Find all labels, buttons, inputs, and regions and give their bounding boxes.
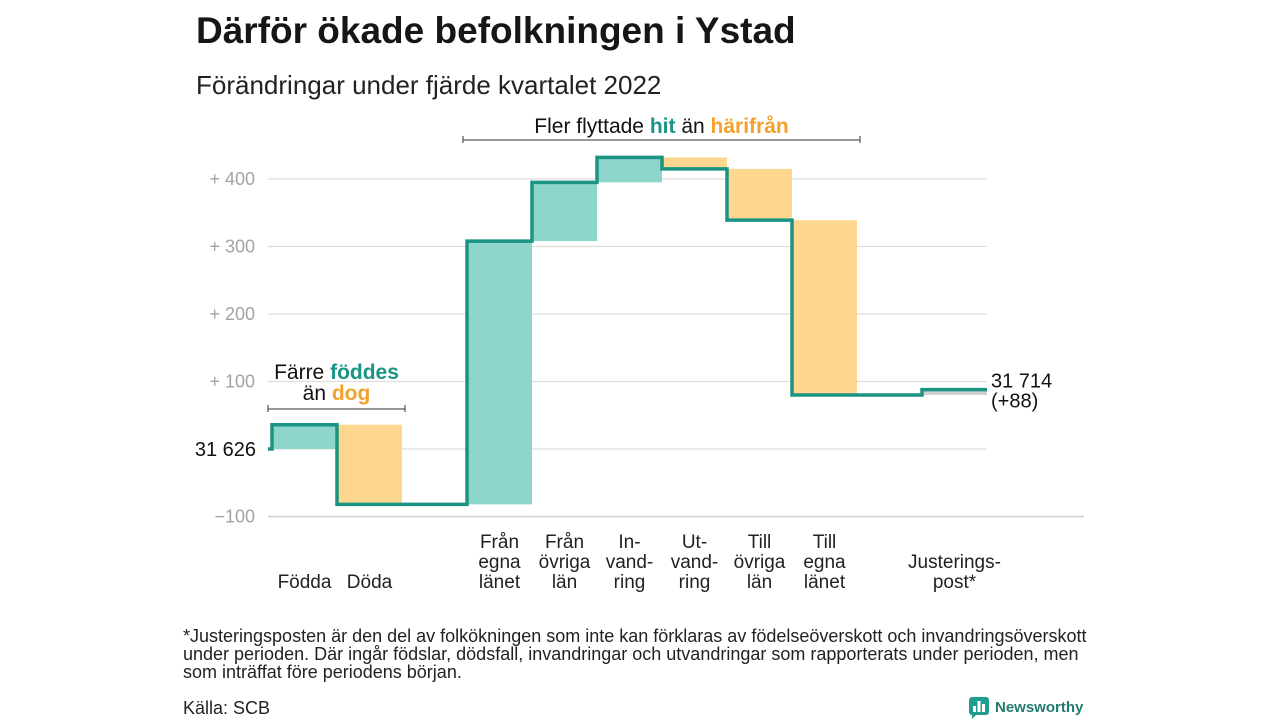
- category-label-line: Födda: [278, 572, 332, 593]
- annotation-text: Färre föddes: [274, 361, 399, 384]
- category-label-line: Justerings-: [908, 552, 1001, 573]
- annotation-part: Fler flyttade: [534, 115, 650, 138]
- category-label-line: vand-: [671, 552, 719, 573]
- brand-logo: Newsworthy: [969, 697, 1083, 719]
- end-change-label: (+88): [991, 391, 1038, 413]
- chart-subtitle: Förändringar under fjärde kvartalet 2022: [196, 70, 662, 100]
- waterfall-bar: [922, 389, 987, 395]
- category-label-line: länet: [804, 572, 846, 593]
- y-tick-label: + 200: [209, 304, 255, 324]
- category-label-line: Till: [748, 532, 772, 553]
- annotation-highlight: föddes: [330, 361, 399, 384]
- brand-name: Newsworthy: [995, 699, 1084, 716]
- category-label-line: Från: [545, 532, 584, 553]
- annotation-part: Färre: [274, 361, 330, 384]
- category-label-line: vand-: [606, 552, 654, 573]
- category-label: Döda: [347, 572, 393, 593]
- waterfall-bar: [597, 157, 662, 183]
- category-label-line: Ut-: [682, 532, 707, 553]
- waterfall-bar: [792, 220, 857, 395]
- source-label: Källa: SCB: [183, 698, 271, 718]
- category-label: Till egna länet: [803, 532, 846, 593]
- category-label: Från övriga län: [539, 532, 591, 593]
- annotation-part: än: [303, 382, 332, 405]
- waterfall-bar: [467, 241, 532, 505]
- category-label-line: Till: [813, 532, 837, 553]
- y-tick-label: + 300: [209, 237, 255, 257]
- annotation-text: än dog: [303, 382, 371, 405]
- category-label-line: övriga: [539, 552, 591, 573]
- category-label-line: länet: [479, 572, 521, 593]
- category-label: In-vand-ring: [606, 532, 654, 593]
- category-label: Födda: [278, 572, 332, 593]
- category-label: Justerings-post*: [908, 552, 1001, 593]
- category-label-line: egna: [803, 552, 846, 573]
- waterfall-bar: [727, 168, 792, 221]
- chart-title: Därför ökade befolkningen i Ystad: [196, 10, 796, 51]
- annotation-highlight: hit: [650, 115, 676, 138]
- category-label-line: län: [552, 572, 577, 593]
- end-value-label: 31 714: [991, 371, 1052, 393]
- category-label-line: län: [747, 572, 772, 593]
- annotation-highlight: härifrån: [711, 115, 789, 138]
- newsworthy-logo-icon: [969, 697, 989, 719]
- category-label: Från egna länet: [478, 532, 521, 593]
- category-label: Ut-vand-ring: [671, 532, 719, 593]
- footnote: *Justeringsposten är den del av folkökni…: [183, 626, 1087, 682]
- start-value-label: 31 626: [195, 439, 256, 461]
- category-label: Till övriga län: [734, 532, 786, 593]
- category-label-line: övriga: [734, 552, 786, 573]
- annotation-bracket: [267, 405, 406, 412]
- category-label-line: Från: [480, 532, 519, 553]
- y-tick-label: −100: [214, 507, 255, 527]
- category-label-line: egna: [478, 552, 521, 573]
- annotation-text: Fler flyttade hit än härifrån: [534, 115, 788, 138]
- annotation-highlight: dog: [332, 382, 370, 405]
- waterfall-bar: [272, 424, 337, 449]
- annotation-part: än: [675, 115, 710, 138]
- annotation-bracket: [462, 136, 861, 143]
- y-tick-label: + 100: [209, 372, 255, 392]
- category-label-line: Döda: [347, 572, 393, 593]
- step-line: [268, 155, 987, 507]
- y-tick-label: + 400: [209, 169, 255, 189]
- waterfall-bar: [532, 182, 597, 242]
- waterfall-bar: [337, 424, 402, 505]
- category-label-line: ring: [614, 572, 646, 593]
- category-label-line: In-: [618, 532, 640, 553]
- category-label-line: ring: [679, 572, 711, 593]
- waterfall-bar: [662, 157, 727, 169]
- category-label-line: post*: [933, 572, 977, 593]
